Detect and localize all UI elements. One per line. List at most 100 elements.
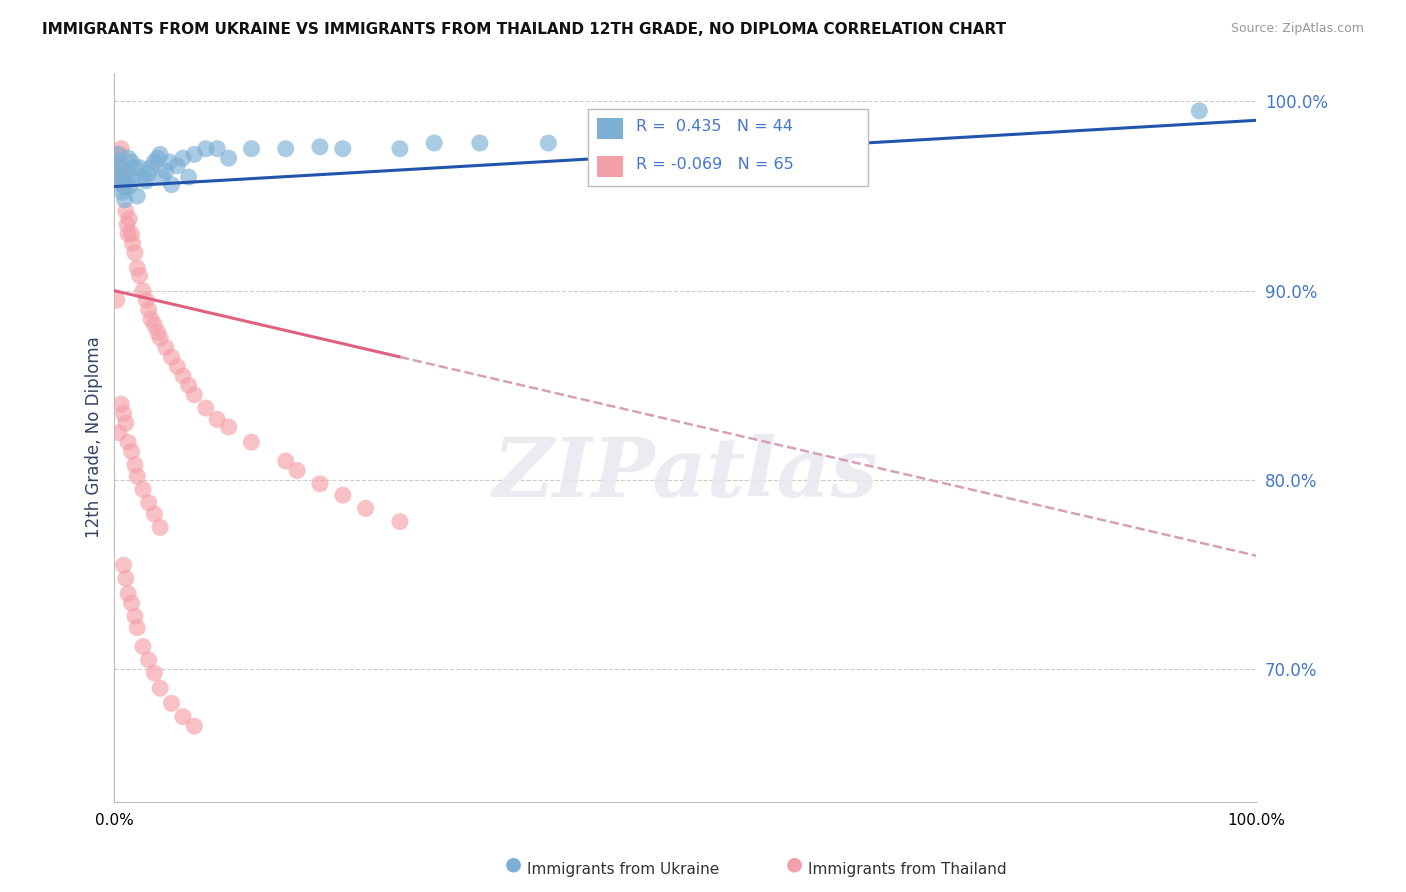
Point xyxy=(138,653,160,667)
Point xyxy=(139,161,162,175)
Point xyxy=(160,697,183,711)
Point xyxy=(121,227,143,241)
Point xyxy=(110,397,132,411)
Point xyxy=(218,420,240,434)
Point xyxy=(107,170,129,185)
Point xyxy=(332,488,354,502)
Point xyxy=(138,166,160,180)
Point xyxy=(108,161,131,175)
Point xyxy=(108,161,131,175)
Point xyxy=(205,142,228,156)
Point xyxy=(114,204,136,219)
Point xyxy=(121,444,143,458)
Point xyxy=(388,142,411,156)
Point xyxy=(127,469,149,483)
Point xyxy=(117,435,139,450)
Point xyxy=(110,142,132,156)
Point xyxy=(108,170,131,185)
Point xyxy=(218,151,240,165)
Point xyxy=(274,142,297,156)
Point xyxy=(112,558,135,573)
Point xyxy=(114,416,136,430)
Point xyxy=(309,476,332,491)
Point xyxy=(205,412,228,426)
FancyBboxPatch shape xyxy=(588,110,868,186)
Text: Immigrants from Ukraine: Immigrants from Ukraine xyxy=(527,863,720,877)
Point xyxy=(149,331,172,345)
Point xyxy=(143,155,166,169)
Text: ●: ● xyxy=(786,855,803,873)
Point xyxy=(146,151,169,165)
Point xyxy=(1188,103,1211,118)
Point xyxy=(332,142,354,156)
Point xyxy=(240,142,263,156)
Point xyxy=(146,326,169,340)
Point xyxy=(274,454,297,468)
Point xyxy=(309,140,332,154)
Point xyxy=(537,136,560,150)
Point xyxy=(108,425,131,440)
Point xyxy=(135,174,157,188)
Text: IMMIGRANTS FROM UKRAINE VS IMMIGRANTS FROM THAILAND 12TH GRADE, NO DIPLOMA CORRE: IMMIGRANTS FROM UKRAINE VS IMMIGRANTS FR… xyxy=(42,22,1007,37)
Point xyxy=(354,501,377,516)
Point xyxy=(124,458,146,472)
Point xyxy=(105,293,128,307)
Point xyxy=(143,507,166,521)
Point xyxy=(183,147,205,161)
Point xyxy=(183,388,205,402)
Text: R =  0.435   N = 44: R = 0.435 N = 44 xyxy=(637,120,793,134)
Point xyxy=(111,186,134,200)
Point xyxy=(115,218,138,232)
Bar xyxy=(598,118,623,139)
Point xyxy=(112,407,135,421)
Point xyxy=(166,159,188,173)
Point xyxy=(124,609,146,624)
Bar xyxy=(598,156,623,178)
Point xyxy=(138,302,160,317)
Point xyxy=(468,136,491,150)
Point xyxy=(124,245,146,260)
Text: Source: ZipAtlas.com: Source: ZipAtlas.com xyxy=(1230,22,1364,36)
Point xyxy=(121,596,143,610)
Point xyxy=(115,174,138,188)
Point xyxy=(157,155,180,169)
Point xyxy=(150,170,173,185)
Point xyxy=(149,520,172,534)
Point xyxy=(149,681,172,696)
Point xyxy=(155,164,177,178)
Text: R = -0.069   N = 65: R = -0.069 N = 65 xyxy=(637,157,794,172)
Point xyxy=(128,161,150,175)
Point xyxy=(172,709,194,723)
Point xyxy=(132,170,155,185)
Point xyxy=(114,571,136,585)
Point xyxy=(114,179,136,194)
Point xyxy=(194,401,217,415)
Point xyxy=(118,179,141,194)
Point xyxy=(111,161,134,175)
Point xyxy=(121,236,143,251)
Point xyxy=(149,147,172,161)
Point xyxy=(114,166,136,180)
Point xyxy=(118,211,141,226)
Point xyxy=(105,155,128,169)
Point xyxy=(240,435,263,450)
Point xyxy=(127,260,149,275)
Point xyxy=(121,170,143,185)
Point xyxy=(177,378,200,392)
Point xyxy=(132,284,155,298)
Point xyxy=(166,359,188,374)
Point xyxy=(172,368,194,383)
Text: ●: ● xyxy=(505,855,522,873)
Point xyxy=(117,151,139,165)
Point xyxy=(127,189,149,203)
Point xyxy=(114,193,136,207)
Point xyxy=(121,155,143,169)
Point xyxy=(155,341,177,355)
Point xyxy=(117,586,139,600)
Point xyxy=(172,151,194,165)
Point xyxy=(112,179,135,194)
Point xyxy=(107,147,129,161)
Point xyxy=(143,666,166,681)
Point xyxy=(124,161,146,175)
Point xyxy=(194,142,217,156)
